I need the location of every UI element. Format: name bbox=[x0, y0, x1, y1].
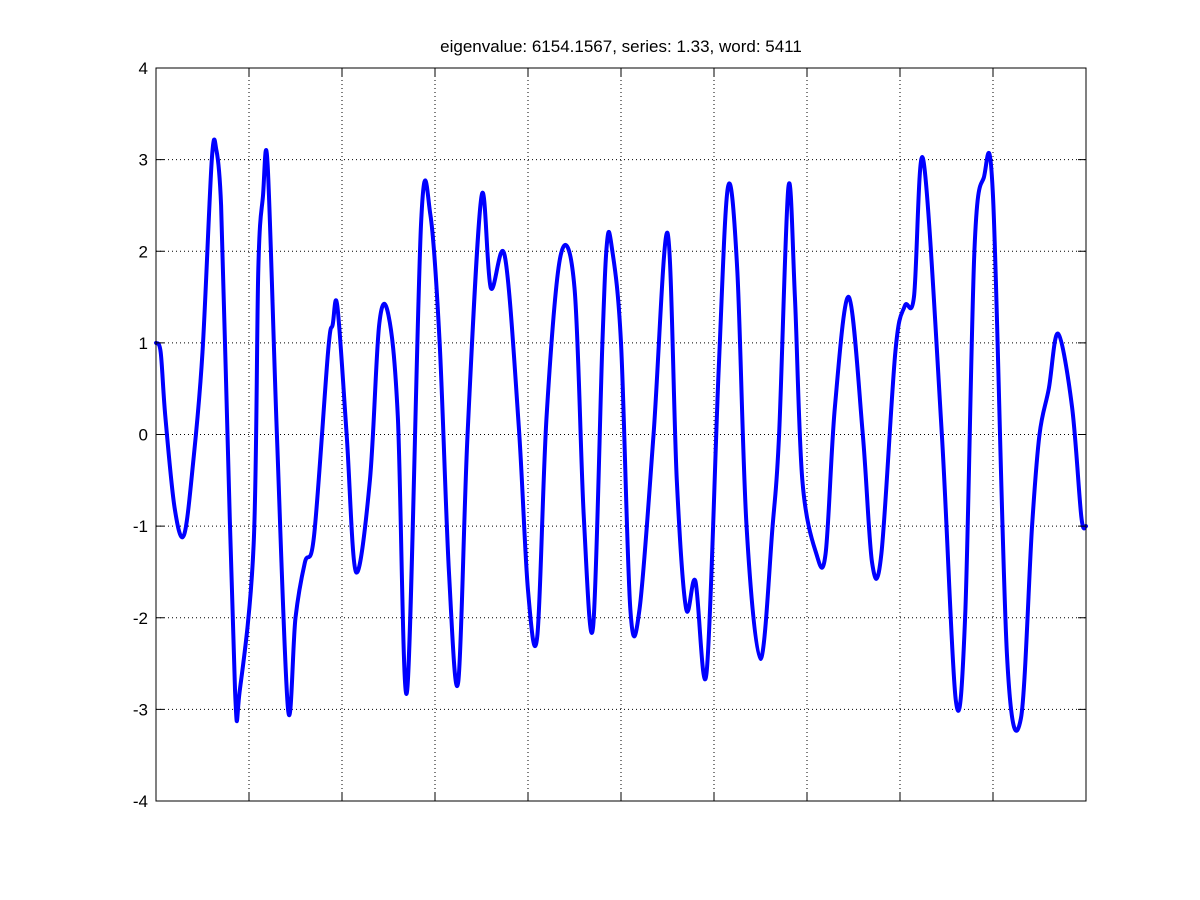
y-tick-label: -2 bbox=[133, 609, 148, 628]
chart-title: eigenvalue: 6154.1567, series: 1.33, wor… bbox=[440, 37, 802, 56]
y-tick-label: 4 bbox=[139, 59, 148, 78]
y-tick-label: -3 bbox=[133, 700, 148, 719]
series-line bbox=[154, 137, 1088, 733]
y-tick-label: 3 bbox=[139, 151, 148, 170]
ticks bbox=[156, 67, 1086, 802]
y-tick-label: 1 bbox=[139, 334, 148, 353]
series-layer bbox=[154, 137, 1088, 733]
y-tick-label: -4 bbox=[133, 792, 148, 811]
tick-labels: -4 -3 -2 -1 0 1 2 3 4 bbox=[133, 59, 148, 811]
y-tick-label: -1 bbox=[133, 517, 148, 536]
y-tick-label: 0 bbox=[139, 426, 148, 445]
y-tick-label: 2 bbox=[139, 242, 148, 261]
